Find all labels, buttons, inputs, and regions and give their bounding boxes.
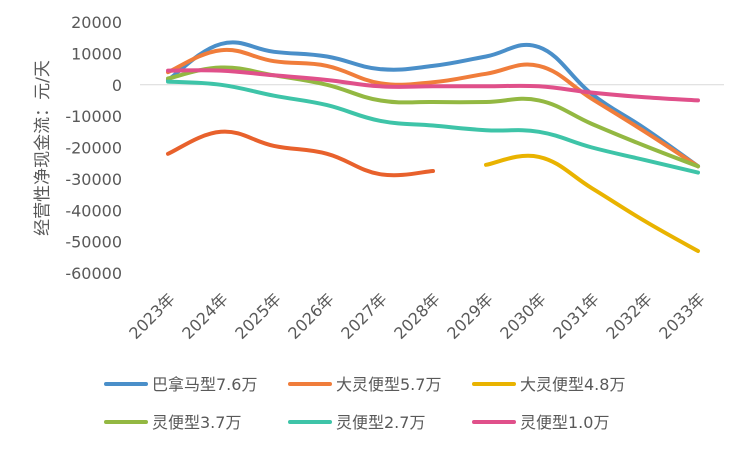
y-tick-label: -50000 — [65, 233, 122, 252]
x-tick-label: 2024年 — [178, 289, 232, 343]
legend-label: 灵便型1.0万 — [520, 413, 609, 432]
y-tick-label: -40000 — [65, 201, 122, 220]
x-tick-label: 2033年 — [655, 289, 709, 343]
y-tick-label: -20000 — [65, 139, 122, 158]
x-tick-label: 2026年 — [284, 289, 338, 343]
series-line-3 — [166, 129, 435, 178]
series-line-0 — [166, 40, 700, 169]
legend-label: 灵便型2.7万 — [336, 413, 425, 432]
series-line-2 — [484, 153, 700, 253]
x-tick-label: 2031年 — [549, 289, 603, 343]
y-tick-label: 0 — [112, 76, 122, 95]
x-tick-label: 2025年 — [231, 289, 285, 343]
series-line-5 — [166, 79, 700, 175]
y-tick-label: 20000 — [71, 13, 122, 32]
y-tick-label: 10000 — [71, 44, 122, 63]
series-lines — [166, 40, 700, 253]
x-axis-ticks: 2023年 2024年 2025年 2026年 2027年 2028年 2029年 2030年… — [125, 289, 709, 343]
y-tick-label: -30000 — [65, 170, 122, 189]
y-tick-label: -60000 — [65, 264, 122, 283]
x-tick-label: 2028年 — [390, 289, 444, 343]
y-axis-label: 经营性净现金流：元/天 — [33, 60, 53, 236]
series-line-6 — [166, 68, 700, 103]
y-axis-ticks: 20000 10000 0 -10000 -20000 -30000 -40000 -5000… — [65, 13, 122, 283]
legend-label: 大灵便型5.7万 — [336, 375, 441, 394]
x-tick-label: 2030年 — [496, 289, 550, 343]
x-tick-label: 2032年 — [602, 289, 656, 343]
x-tick-label: 2029年 — [443, 289, 497, 343]
series-line-1 — [166, 47, 700, 169]
legend-label: 巴拿马型7.6万 — [152, 375, 257, 394]
x-tick-label: 2023年 — [125, 289, 179, 343]
legend-label: 灵便型3.7万 — [152, 413, 241, 432]
x-tick-label: 2027年 — [337, 289, 391, 343]
y-tick-label: -10000 — [65, 107, 122, 126]
legend-label: 大灵便型4.8万 — [520, 375, 625, 394]
